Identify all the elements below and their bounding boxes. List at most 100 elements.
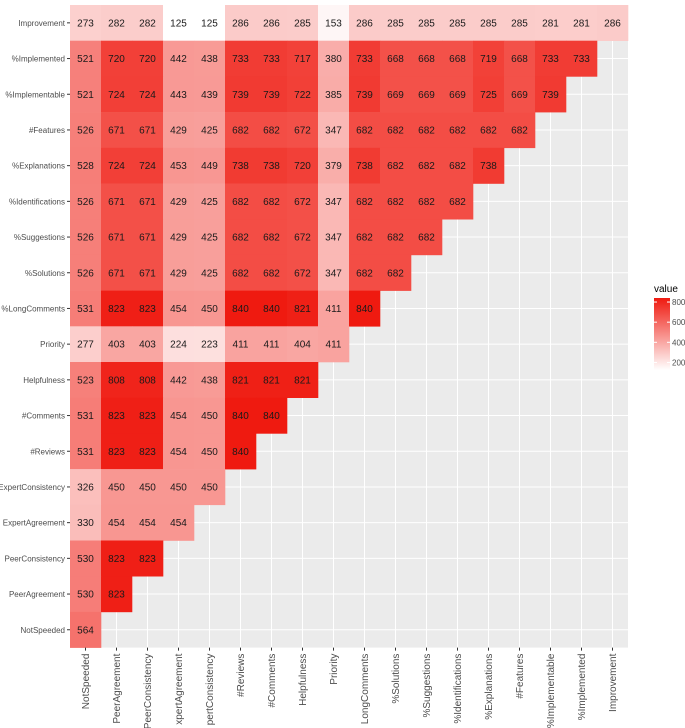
cell-value-label: 725 xyxy=(480,90,497,101)
heatmap-cell xyxy=(504,76,536,113)
heatmap-cell xyxy=(504,40,536,77)
cell-value-label: 450 xyxy=(201,482,218,493)
heatmap-cell xyxy=(194,76,226,113)
heatmap-cell xyxy=(70,540,102,577)
y-tick-label: Helpfulness xyxy=(23,376,65,385)
legend-tick-label: 200 xyxy=(672,358,685,367)
cell-value-label: 286 xyxy=(232,18,249,29)
heatmap-cell xyxy=(225,397,257,434)
cell-value-label: 438 xyxy=(201,375,218,386)
cell-value-label: 454 xyxy=(170,518,187,529)
cell-value-label: 521 xyxy=(77,90,94,101)
heatmap-cell xyxy=(70,40,102,77)
heatmap-cell xyxy=(194,469,226,506)
cell-value-label: 429 xyxy=(170,197,187,208)
cell-value-label: 450 xyxy=(170,482,187,493)
cell-value-label: 738 xyxy=(263,161,280,172)
heatmap-cell xyxy=(194,183,226,220)
cell-value-label: 531 xyxy=(77,411,94,422)
cell-value-label: 840 xyxy=(263,304,280,315)
heatmap-cell xyxy=(380,183,412,220)
cell-value-label: 682 xyxy=(387,125,404,136)
heatmap-cell xyxy=(163,362,195,398)
cell-value-label: 526 xyxy=(77,233,94,244)
cell-value-label: 281 xyxy=(542,18,559,29)
y-tick-label: %Explanations xyxy=(12,162,65,171)
heatmap-cell xyxy=(318,147,350,184)
cell-value-label: 442 xyxy=(170,54,187,65)
cell-value-label: 682 xyxy=(387,197,404,208)
heatmap-cell xyxy=(287,112,319,149)
cell-value-label: 403 xyxy=(139,340,156,351)
heatmap-cell xyxy=(101,76,133,113)
heatmap-cell xyxy=(256,147,288,184)
heatmap-cell xyxy=(349,219,381,256)
heatmap-cell xyxy=(287,290,319,327)
x-tick-label: %Explanations xyxy=(484,654,495,720)
cell-value-label: 682 xyxy=(356,268,373,279)
heatmap-cell xyxy=(163,254,195,291)
heatmap-cell xyxy=(163,5,195,41)
cell-value-label: 669 xyxy=(418,90,435,101)
x-tick-label: Helpfulness xyxy=(298,654,309,706)
heatmap-cell xyxy=(101,290,133,327)
heatmap-cell xyxy=(349,112,381,149)
cell-value-label: 379 xyxy=(325,161,342,172)
heatmap-cell xyxy=(411,147,443,184)
y-tick-label: %Identifications xyxy=(9,197,65,206)
heatmap-cell xyxy=(411,76,443,113)
heatmap-cell xyxy=(287,219,319,256)
cell-value-label: 285 xyxy=(449,18,466,29)
heatmap-cell xyxy=(70,469,102,506)
cell-value-label: 347 xyxy=(325,268,342,279)
heatmap-cell xyxy=(70,433,102,470)
cell-value-label: 285 xyxy=(511,18,528,29)
cell-value-label: 682 xyxy=(449,161,466,172)
cell-value-label: 682 xyxy=(263,125,280,136)
cell-value-label: 668 xyxy=(387,54,404,65)
heatmap-cell xyxy=(411,183,443,220)
cell-value-label: 733 xyxy=(356,54,373,65)
heatmap-cell xyxy=(132,326,164,363)
heatmap-cell xyxy=(132,183,164,220)
cell-value-label: 738 xyxy=(356,161,373,172)
cell-value-label: 671 xyxy=(139,233,156,244)
cell-value-label: 385 xyxy=(325,90,342,101)
heatmap-cell xyxy=(380,76,412,113)
cell-value-label: 821 xyxy=(294,304,311,315)
cell-value-label: 682 xyxy=(232,268,249,279)
cell-value-label: 449 xyxy=(201,161,218,172)
cell-value-label: 454 xyxy=(170,411,187,422)
heatmap-cell xyxy=(318,219,350,256)
cell-value-label: 840 xyxy=(356,304,373,315)
heatmap-cell xyxy=(194,219,226,256)
heatmap-cell xyxy=(380,147,412,184)
heatmap-cell xyxy=(101,326,133,363)
heatmap-cell xyxy=(566,5,598,41)
cell-value-label: 425 xyxy=(201,268,218,279)
heatmap-cell xyxy=(256,40,288,77)
cell-value-label: 720 xyxy=(139,54,156,65)
cell-value-label: 454 xyxy=(108,518,125,529)
cell-value-label: 347 xyxy=(325,125,342,136)
cell-value-label: 454 xyxy=(139,518,156,529)
cell-value-label: 719 xyxy=(480,54,497,65)
heatmap-cell xyxy=(132,40,164,77)
heatmap-cell xyxy=(101,469,133,506)
heatmap-cell xyxy=(473,5,505,41)
color-legend: value 200 400 600 800 xyxy=(654,284,685,370)
heatmap-cell xyxy=(70,147,102,184)
y-tick-label: #Reviews xyxy=(30,447,65,456)
heatmap-cell xyxy=(163,76,195,113)
heatmap-cell xyxy=(225,40,257,77)
heatmap-cell xyxy=(225,112,257,149)
heatmap-cell xyxy=(163,219,195,256)
cell-value-label: 823 xyxy=(108,304,125,315)
cell-value-label: 739 xyxy=(232,90,249,101)
heatmap-cell xyxy=(287,76,319,113)
cell-value-label: 840 xyxy=(263,411,280,422)
cell-value-label: 411 xyxy=(326,304,342,315)
heatmap-cell xyxy=(318,76,350,113)
heatmap-cell xyxy=(70,326,102,363)
